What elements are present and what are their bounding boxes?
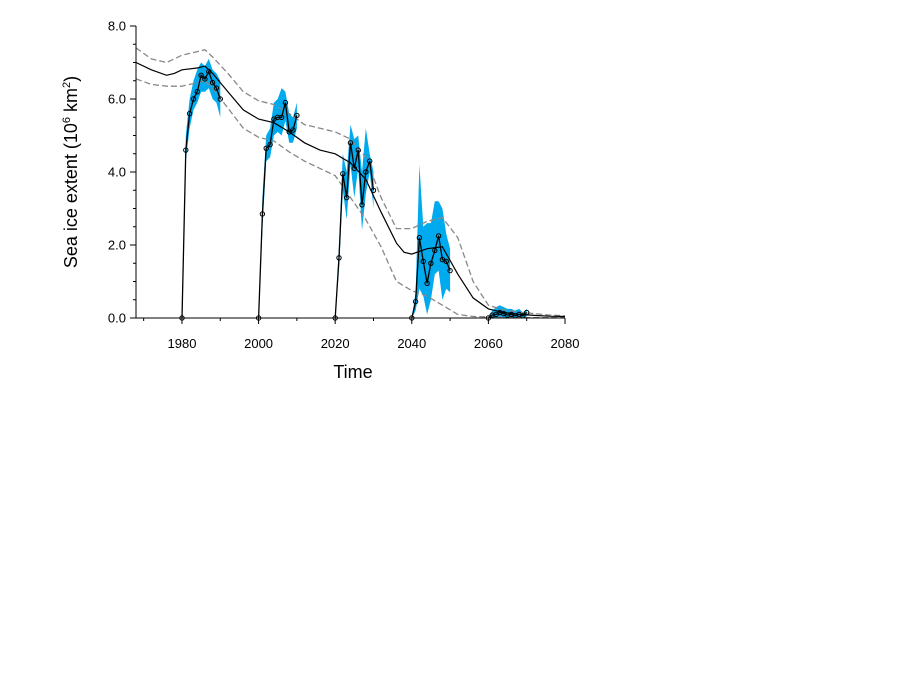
segment-2-point <box>294 112 300 119</box>
segment-1-point <box>190 96 197 102</box>
segment-1-point <box>202 76 208 82</box>
segment-4-point <box>412 298 419 305</box>
y-tick-label: 2.0 <box>108 238 126 253</box>
x-ticks: 1980 2000 2020 2040 2060 2080 <box>143 318 580 351</box>
y-tick-label: 0.0 <box>108 311 126 326</box>
mean-line <box>135 61 566 318</box>
segment-1-point <box>213 85 220 91</box>
segment-3-point <box>370 187 377 194</box>
segment-3-point <box>367 158 373 164</box>
y-axis-title-tail: ) <box>61 76 81 82</box>
segment-2-point <box>267 141 273 148</box>
x-tick-label: 1980 <box>168 336 197 351</box>
segment-1-point <box>194 89 201 95</box>
segment-1-point <box>183 147 189 153</box>
segment-1-point <box>198 72 204 79</box>
y-ticks: 0.0 2.0 4.0 6.0 8.0 <box>108 19 136 326</box>
segment-2-point <box>263 145 269 152</box>
y-axis-title-sup2: 2 <box>61 82 73 88</box>
segment-3-point <box>355 147 361 153</box>
y-axis-title-mid: km <box>61 88 81 117</box>
segment-4-point <box>424 280 430 286</box>
y-tick-label: 4.0 <box>108 165 126 180</box>
x-tick-label: 2060 <box>474 336 503 351</box>
segment-3-point <box>344 194 350 201</box>
x-tick-label: 2020 <box>321 336 350 351</box>
segment-2-point <box>282 99 289 106</box>
y-axis-title-main: Sea ice extent (10 <box>61 123 81 268</box>
y-axis-title-sup1: 6 <box>61 117 73 123</box>
segment-1-point <box>186 110 193 117</box>
segment-2-line <box>257 102 298 319</box>
segment-4-point <box>435 233 442 239</box>
segment-5-point <box>524 309 530 316</box>
segment-4-point <box>443 258 449 265</box>
y-tick-label: 6.0 <box>108 92 126 107</box>
segment-1-point <box>209 79 216 86</box>
segment-4-point <box>420 258 426 265</box>
segment-1-point <box>217 96 224 102</box>
segment-4-point <box>428 260 434 266</box>
segment-1-band <box>182 58 221 319</box>
x-tick-label: 2080 <box>551 336 580 351</box>
segment-3-line <box>334 142 375 319</box>
segment-4-point <box>416 235 423 241</box>
segment-3-point <box>336 255 342 261</box>
x-tick-label: 2000 <box>244 336 273 351</box>
segment-2-point <box>290 127 296 133</box>
mean-line-group <box>135 61 566 318</box>
segment-2-point <box>259 211 266 217</box>
segment-3-point <box>340 171 346 177</box>
segment-4-point <box>432 247 438 254</box>
segment-2-point <box>278 114 285 121</box>
y-axis-title: Sea ice extent (106 km2) <box>61 76 81 268</box>
segment-3-point <box>363 169 369 175</box>
segment-4-point <box>447 267 453 274</box>
x-tick-label: 2040 <box>397 336 426 351</box>
x-axis-title: Time <box>333 362 372 382</box>
segment-3-point <box>347 140 354 146</box>
segment-4-band <box>411 164 451 318</box>
segment-3-point <box>351 165 357 172</box>
y-tick-label: 8.0 <box>108 19 126 34</box>
segment-3-point <box>359 202 365 208</box>
segment-1-point <box>206 68 212 75</box>
upper-bound-line <box>135 47 566 317</box>
segment-4-line <box>411 235 451 319</box>
